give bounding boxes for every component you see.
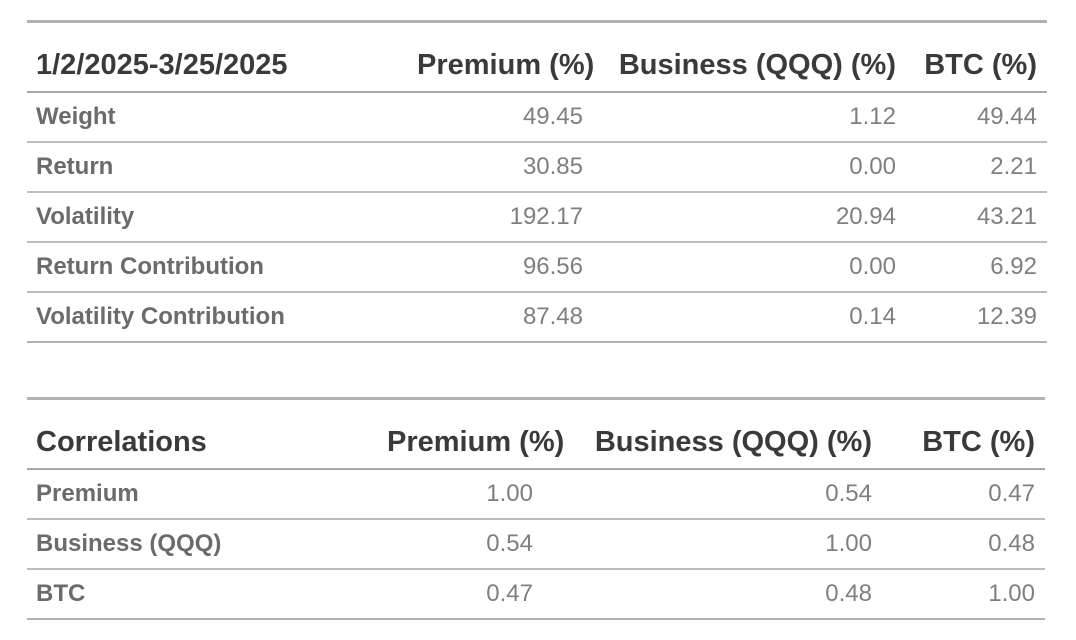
value-cell: 12.39 xyxy=(906,292,1047,343)
value-cell: 192.17 xyxy=(407,192,593,243)
value-cell: 0.14 xyxy=(593,292,906,343)
statistics-report: 1/2/2025-3/25/2025 Premium (%) Business … xyxy=(27,20,1047,620)
value-cell: 49.44 xyxy=(906,92,1047,143)
period-header: 1/2/2025-3/25/2025 xyxy=(27,21,407,93)
value-cell: 0.00 xyxy=(593,142,906,193)
table-row-business-qqq: Business (QQQ) 0.54 1.00 0.48 xyxy=(27,519,1045,570)
value-cell: 0.48 xyxy=(882,519,1045,570)
table-row-volatility: Volatility 192.17 20.94 43.21 xyxy=(27,192,1047,243)
value-cell: 30.85 xyxy=(407,142,593,193)
correlations-header: Correlations xyxy=(27,398,377,470)
row-label: Premium xyxy=(27,469,377,520)
value-cell: 6.92 xyxy=(906,242,1047,293)
correlations-header-row: Correlations Premium (%) Business (QQQ) … xyxy=(27,398,1045,470)
value-cell: 1.12 xyxy=(593,92,906,143)
period-statistics-table: 1/2/2025-3/25/2025 Premium (%) Business … xyxy=(27,20,1047,343)
value-cell: 0.54 xyxy=(377,519,543,570)
period-statistics-header-row: 1/2/2025-3/25/2025 Premium (%) Business … xyxy=(27,21,1047,93)
value-cell: 1.00 xyxy=(377,469,543,520)
table-row-weight: Weight 49.45 1.12 49.44 xyxy=(27,92,1047,143)
row-label: Volatility xyxy=(27,192,407,243)
value-cell: 1.00 xyxy=(882,569,1045,620)
value-cell: 1.00 xyxy=(543,519,882,570)
row-label: Business (QQQ) xyxy=(27,519,377,570)
value-cell: 43.21 xyxy=(906,192,1047,243)
table-row-btc: BTC 0.47 0.48 1.00 xyxy=(27,569,1045,620)
table-row-return: Return 30.85 0.00 2.21 xyxy=(27,142,1047,193)
value-cell: 2.21 xyxy=(906,142,1047,193)
value-cell: 20.94 xyxy=(593,192,906,243)
column-header-premium: Premium (%) xyxy=(407,21,594,93)
value-cell: 87.48 xyxy=(407,292,593,343)
value-cell: 96.56 xyxy=(407,242,593,293)
row-label: Return xyxy=(27,142,407,193)
table-row-return-contribution: Return Contribution 96.56 0.00 6.92 xyxy=(27,242,1047,293)
column-header-business-qqq: Business (QQQ) (%) xyxy=(593,21,906,93)
value-cell: 0.48 xyxy=(543,569,882,620)
row-label: Volatility Contribution xyxy=(27,292,407,343)
value-cell: 0.00 xyxy=(593,242,906,293)
correlations-table: Correlations Premium (%) Business (QQQ) … xyxy=(27,397,1045,620)
value-cell: 0.47 xyxy=(882,469,1045,520)
value-cell: 0.54 xyxy=(543,469,882,520)
value-cell: 0.47 xyxy=(377,569,543,620)
column-header-btc: BTC (%) xyxy=(882,398,1045,470)
row-label: Weight xyxy=(27,92,407,143)
column-header-business-qqq: Business (QQQ) (%) xyxy=(543,398,882,470)
table-row-premium: Premium 1.00 0.54 0.47 xyxy=(27,469,1045,520)
column-header-btc: BTC (%) xyxy=(906,21,1047,93)
value-cell: 49.45 xyxy=(407,92,593,143)
table-row-volatility-contribution: Volatility Contribution 87.48 0.14 12.39 xyxy=(27,292,1047,343)
column-header-premium: Premium (%) xyxy=(377,398,564,470)
row-label: BTC xyxy=(27,569,377,620)
row-label: Return Contribution xyxy=(27,242,407,293)
